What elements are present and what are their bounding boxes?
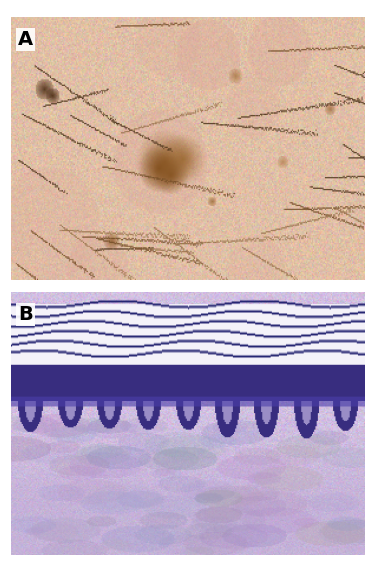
Text: A: A	[18, 30, 33, 49]
Text: B: B	[18, 305, 33, 324]
